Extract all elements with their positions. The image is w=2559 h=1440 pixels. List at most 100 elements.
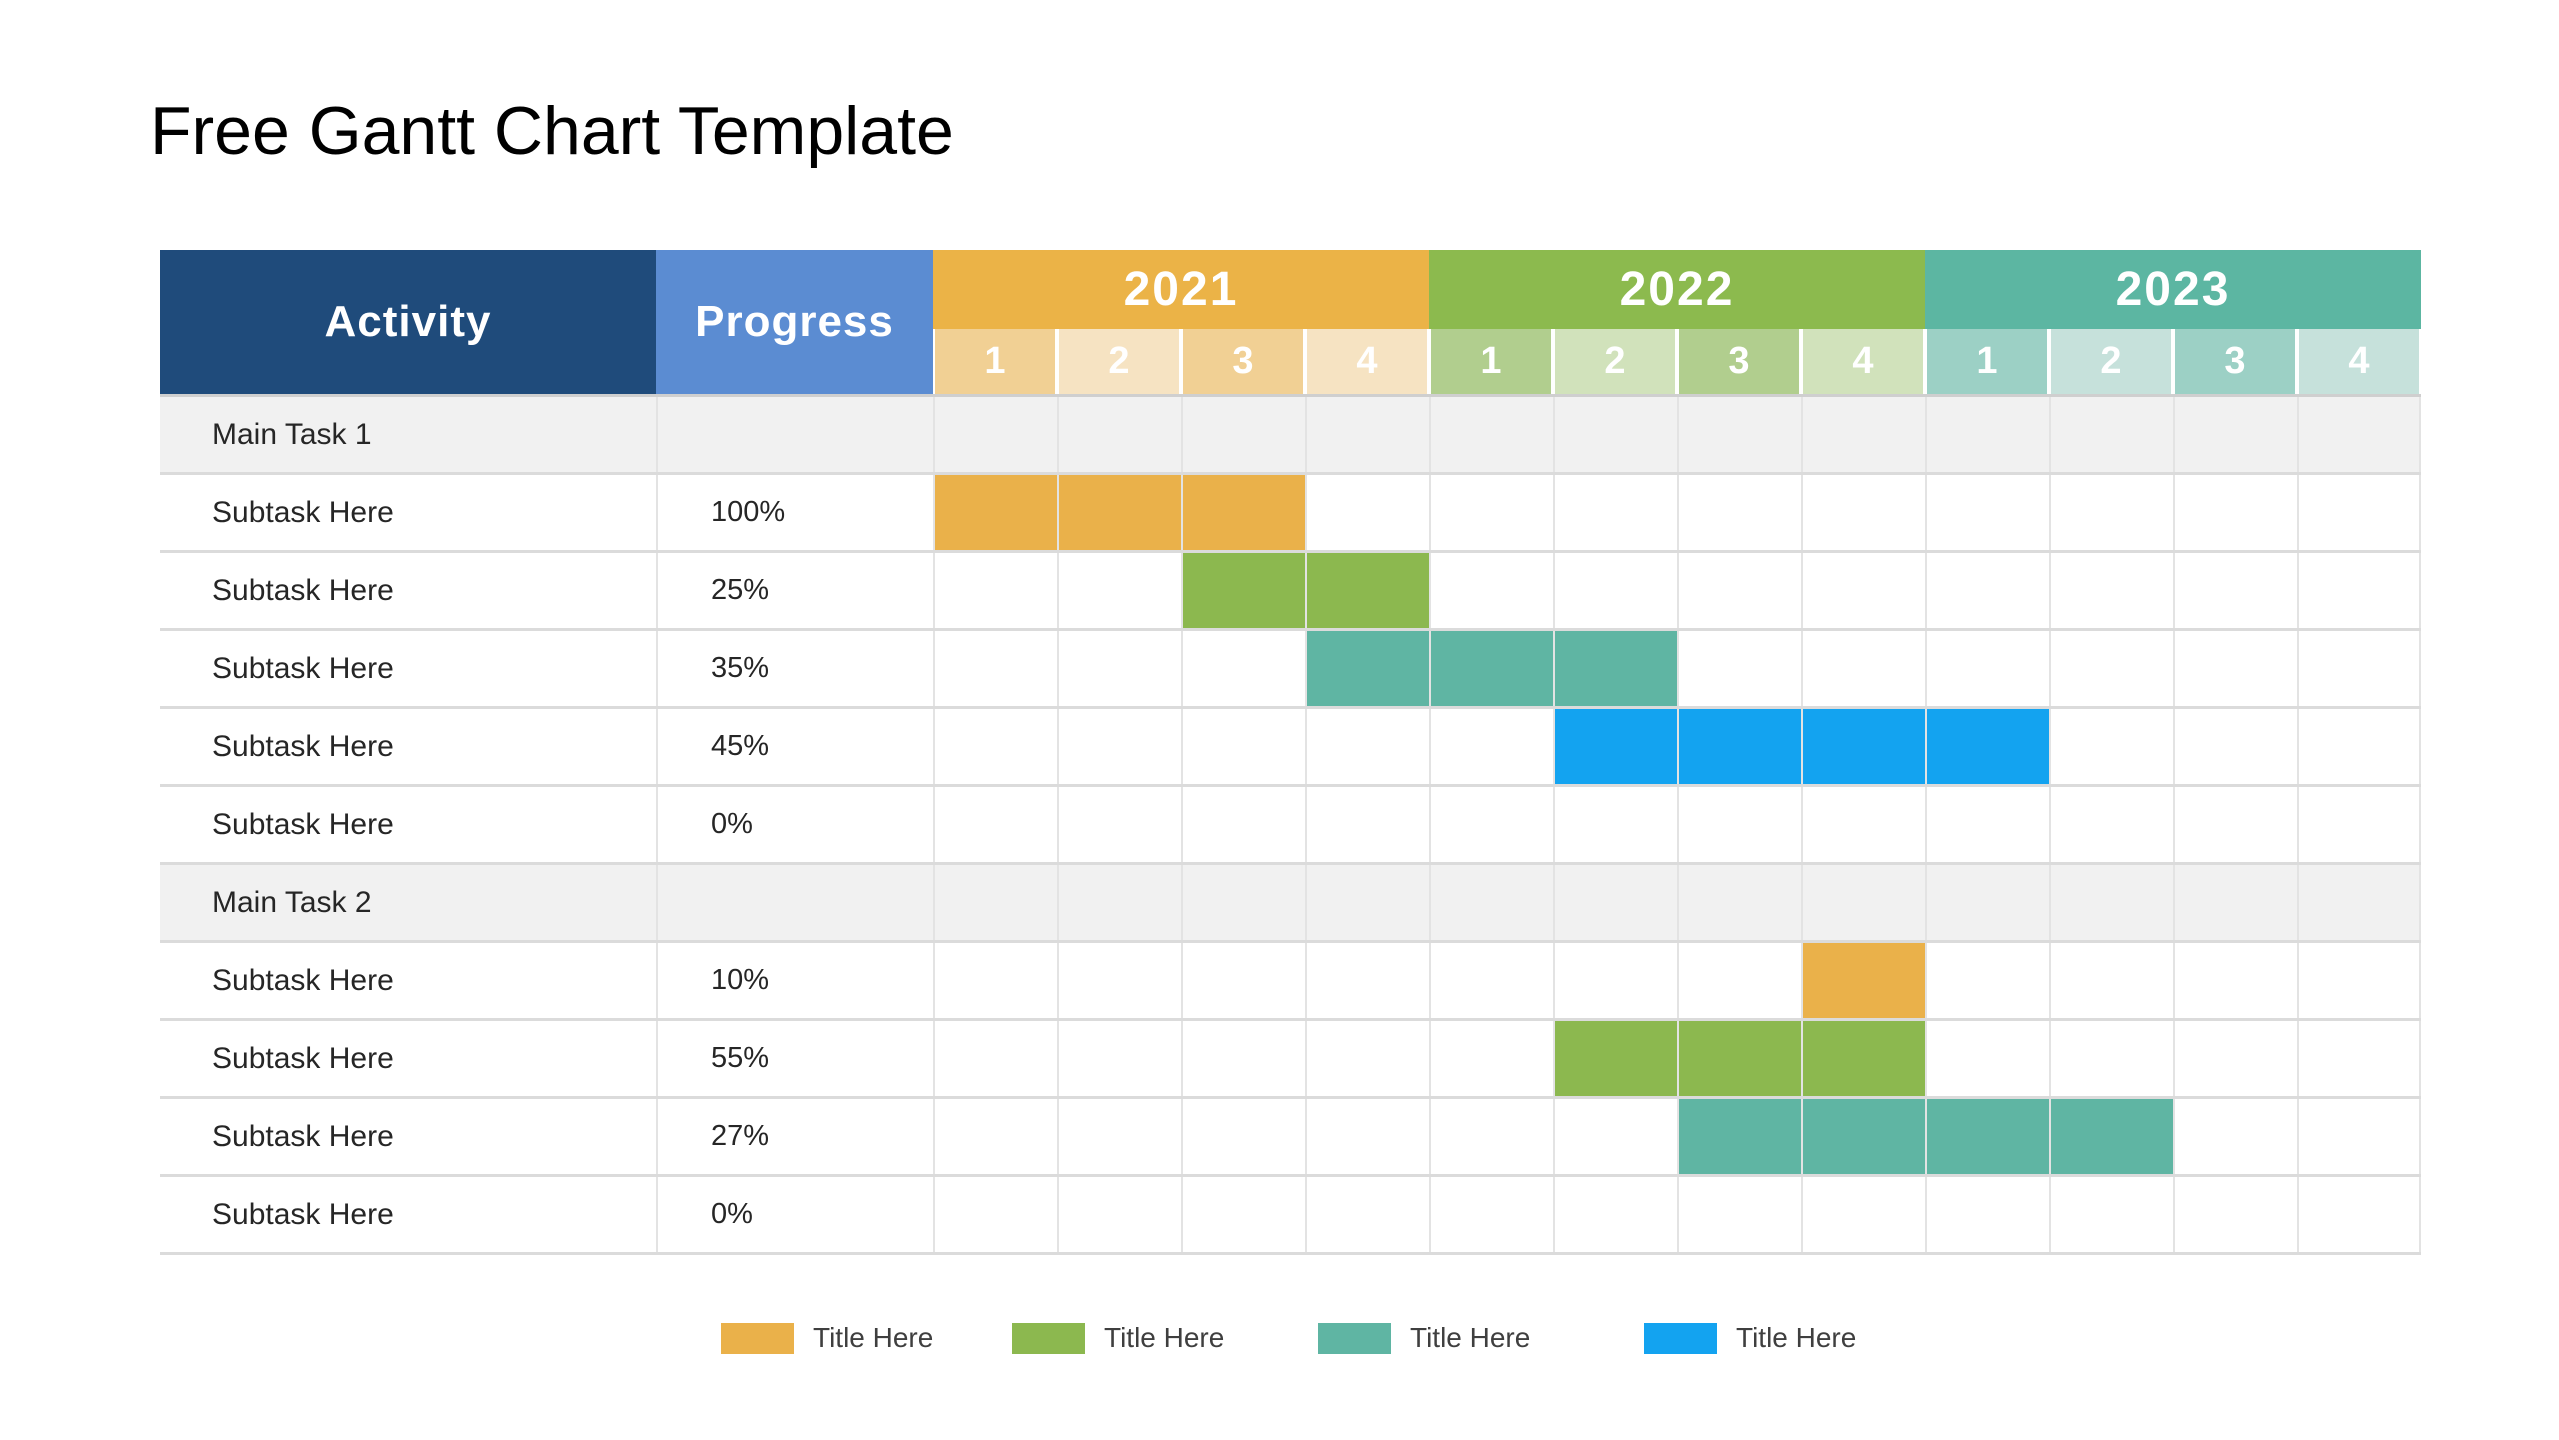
gantt-cell: [1429, 709, 1553, 784]
quarter-header-2021-q4: 4: [1307, 329, 1427, 394]
activity-label: Main Task 2: [212, 885, 372, 919]
activity-label: Subtask Here: [212, 495, 394, 529]
gantt-cell: [2049, 709, 2173, 784]
gantt-bar-cell: [1925, 1099, 2049, 1174]
gantt-cell: [2049, 787, 2173, 862]
progress-value: 55%: [656, 1021, 933, 1096]
activity-label: Subtask Here: [212, 1197, 394, 1231]
gantt-cell: [1553, 475, 1677, 550]
gantt-cell: [1429, 943, 1553, 1018]
column-header-progress: Progress: [656, 250, 933, 394]
gantt-cell: [1925, 553, 2049, 628]
gantt-cell: [1553, 1099, 1677, 1174]
gantt-cell: [1305, 709, 1429, 784]
main-task-row: Main Task 2: [160, 865, 2421, 943]
gantt-bar-cell: [1677, 709, 1801, 784]
gantt-bar-cell: [1801, 1099, 1925, 1174]
gantt-cell: [1429, 865, 1553, 940]
gantt-cell: [2049, 943, 2173, 1018]
gantt-cell: [1925, 475, 2049, 550]
gantt-cell: [1553, 787, 1677, 862]
gantt-cell: [933, 1177, 1057, 1252]
legend-label: Title Here: [1410, 1322, 1531, 1353]
legend: Title Here Title Here Title Here Title Here: [0, 1322, 2559, 1382]
legend-item: Title Here: [1318, 1322, 1530, 1354]
column-header-activity: Activity: [160, 250, 656, 394]
gantt-cell: [2297, 1177, 2421, 1252]
gantt-cell: [2049, 865, 2173, 940]
gantt-cell: [2297, 1021, 2421, 1096]
legend-item: Title Here: [721, 1322, 933, 1354]
gantt-cell: [2049, 553, 2173, 628]
gantt-cell: [1553, 397, 1677, 472]
quarter-header-2023-q2: 2: [2051, 329, 2171, 394]
gantt-cell: [2173, 1177, 2297, 1252]
gantt-cell: [2297, 865, 2421, 940]
gantt-cell: [1677, 397, 1801, 472]
progress-value: 35%: [656, 631, 933, 706]
subtask-row: Subtask Here 35%: [160, 631, 2421, 709]
gantt-cell: [2297, 397, 2421, 472]
legend-label: Title Here: [1104, 1322, 1225, 1353]
gantt-cell: [2049, 1177, 2173, 1252]
gantt-cell: [1057, 631, 1181, 706]
subtask-row: Subtask Here 25%: [160, 553, 2421, 631]
activity-label: Subtask Here: [212, 963, 394, 997]
legend-swatch: [721, 1322, 794, 1354]
quarter-header-2023-q1: 1: [1927, 329, 2047, 394]
gantt-cell: [1677, 787, 1801, 862]
gantt-cell: [1305, 1021, 1429, 1096]
year-header-row: 2021 2022 2023: [933, 250, 2421, 330]
gantt-cell: [1429, 1177, 1553, 1252]
gantt-bar-cell: [1429, 631, 1553, 706]
gantt-cell: [1925, 1021, 2049, 1096]
progress-value: 0%: [656, 787, 933, 862]
gantt-cell: [1925, 631, 2049, 706]
activity-label: Subtask Here: [212, 729, 394, 763]
gantt-cell: [2173, 553, 2297, 628]
year-header-2021: 2021: [933, 250, 1429, 330]
quarter-header-2021-q2: 2: [1059, 329, 1179, 394]
gantt-cell: [1305, 865, 1429, 940]
gantt-cell: [1429, 475, 1553, 550]
subtask-row: Subtask Here 27%: [160, 1099, 2421, 1177]
gantt-bar-cell: [1677, 1021, 1801, 1096]
subtask-row: Subtask Here 45%: [160, 709, 2421, 787]
gantt-body: Main Task 1 Subtask Here 100% Subtask Here 2…: [160, 397, 2421, 1255]
progress-value: [656, 865, 933, 940]
gantt-cell: [1801, 865, 1925, 940]
gantt-cell: [2297, 943, 2421, 1018]
legend-item: Title Here: [1012, 1322, 1224, 1354]
gantt-cell: [1429, 397, 1553, 472]
gantt-bar-cell: [1801, 709, 1925, 784]
gantt-cell: [1181, 631, 1305, 706]
gantt-cell: [933, 709, 1057, 784]
legend-swatch: [1012, 1322, 1085, 1354]
progress-value: 25%: [656, 553, 933, 628]
progress-value: 100%: [656, 475, 933, 550]
gantt-cell: [1429, 1021, 1553, 1096]
activity-label: Subtask Here: [212, 1041, 394, 1075]
activity-label: Subtask Here: [212, 807, 394, 841]
gantt-cell: [2173, 709, 2297, 784]
gantt-cell: [1305, 475, 1429, 550]
gantt-cell: [1925, 787, 2049, 862]
gantt-cell: [1925, 1177, 2049, 1252]
gantt-cell: [1057, 397, 1181, 472]
gantt-bar-cell: [1677, 1099, 1801, 1174]
gantt-cell: [1305, 943, 1429, 1018]
gantt-cell: [1057, 1177, 1181, 1252]
gantt-cell: [933, 397, 1057, 472]
gantt-cell: [1305, 1099, 1429, 1174]
gantt-cell: [1181, 787, 1305, 862]
gantt-cell: [1801, 631, 1925, 706]
subtask-row: Subtask Here 100%: [160, 475, 2421, 553]
progress-value: 27%: [656, 1099, 933, 1174]
gantt-cell: [2297, 787, 2421, 862]
gantt-cell: [933, 1099, 1057, 1174]
quarter-header-2022-q2: 2: [1555, 329, 1675, 394]
gantt-cell: [933, 631, 1057, 706]
